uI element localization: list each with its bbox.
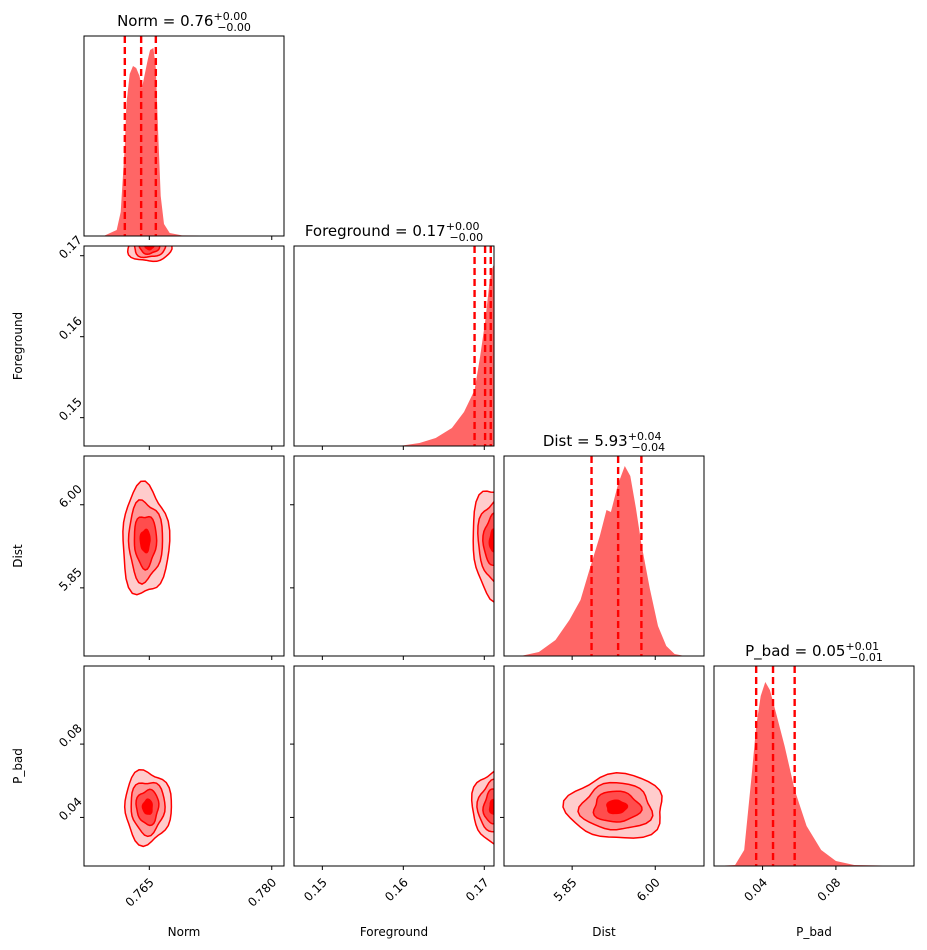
panel-title: Norm = 0.76+0.00 −0.00 (117, 10, 251, 34)
contour-norm-foreground (126, 246, 173, 263)
contour-foreground-p-bad (470, 770, 494, 845)
x-tick-label: 5.85 (551, 875, 580, 904)
contour-norm-dist (122, 480, 171, 596)
contour-level (606, 799, 629, 815)
y-axis-label: Dist (11, 544, 25, 568)
panel-frame (293, 245, 495, 447)
x-tick-label: 0.04 (741, 875, 770, 904)
panel-frame (83, 455, 285, 657)
histogram-fill (504, 466, 704, 656)
histogram-fill (294, 264, 494, 446)
y-tick-label: 5.85 (56, 565, 85, 594)
contour-level (144, 246, 155, 251)
marginal-p-bad (714, 666, 914, 866)
x-tick-label: 0.08 (815, 875, 844, 904)
y-tick-label: 0.04 (56, 795, 85, 824)
contour-level (482, 512, 494, 567)
contour-level (139, 528, 151, 554)
x-tick-label: 0.780 (245, 875, 279, 909)
x-tick-label: 0.17 (463, 875, 492, 904)
marginal-norm (84, 36, 284, 236)
marginal-foreground (294, 246, 494, 446)
contour-level (488, 798, 494, 815)
x-axis-label: P_bad (796, 925, 832, 939)
contour-foreground-dist (472, 490, 494, 603)
contour-dist-p-bad (562, 772, 663, 839)
x-tick-label: 0.765 (123, 875, 157, 909)
y-axis-label: P_bad (11, 748, 25, 784)
x-tick-label: 0.15 (301, 875, 330, 904)
panel-frame (83, 35, 285, 237)
panel-frame (503, 455, 705, 657)
y-tick-label: 6.00 (56, 482, 85, 511)
panel-title: Dist = 5.93+0.04 −0.04 (543, 430, 665, 454)
x-axis-label: Dist (592, 925, 616, 939)
panel-frame (293, 665, 495, 867)
histogram-fill (84, 48, 284, 236)
contour-norm-p-bad (123, 769, 173, 848)
x-tick-label: 0.16 (382, 875, 411, 904)
panel-frame (503, 665, 705, 867)
marginal-dist (504, 456, 704, 656)
contour-level (141, 798, 153, 815)
y-tick-label: 0.08 (56, 721, 85, 750)
panel-frame (83, 245, 285, 447)
y-tick-label: 0.17 (56, 233, 85, 262)
panel-frame (83, 665, 285, 867)
y-axis-label: Foreground (11, 312, 25, 380)
x-axis-label: Norm (168, 925, 201, 939)
contour-level (482, 788, 494, 825)
panel-frame (293, 455, 495, 657)
panel-title: P_bad = 0.05+0.01 −0.01 (745, 640, 883, 664)
x-axis-label: Foreground (360, 925, 428, 939)
x-tick-label: 6.00 (634, 875, 663, 904)
panel-title: Foreground = 0.17+0.00 −0.00 (305, 220, 483, 244)
panel-frame (713, 665, 915, 867)
y-tick-label: 0.16 (56, 314, 85, 343)
histogram-fill (714, 682, 914, 866)
contour-level (488, 528, 494, 553)
y-tick-label: 0.15 (56, 395, 85, 424)
